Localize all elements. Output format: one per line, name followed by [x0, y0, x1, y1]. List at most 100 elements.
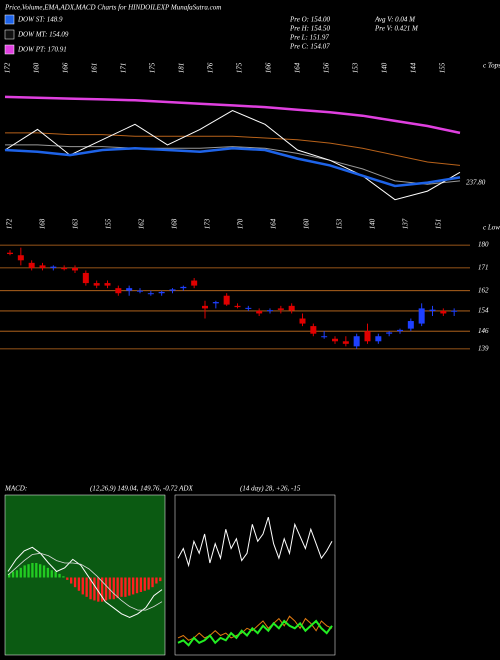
histogram-bar [135, 577, 139, 594]
series-line [177, 516, 333, 568]
info-text: Pre V: 0.421 M [374, 25, 419, 33]
y-tick-label: 180 [478, 241, 489, 249]
candle-body [147, 293, 154, 295]
histogram-bar [50, 570, 53, 578]
candle-body [137, 290, 143, 292]
candle-body [17, 255, 24, 261]
info-text: Pre C: 154.07 [289, 43, 330, 51]
histogram-bar [89, 577, 92, 600]
candle-body [353, 336, 360, 347]
low-label: 164 [270, 218, 278, 229]
histogram-bar [139, 577, 143, 592]
histogram-bar [151, 577, 154, 588]
top-label: 155 [439, 62, 447, 73]
legend-swatch [4, 44, 15, 55]
candle-body [386, 332, 393, 334]
adx-label: (14 day) 28, +26, -15 [240, 485, 301, 493]
candle-body [277, 308, 284, 310]
candle-body [451, 310, 458, 312]
histogram-bar [11, 571, 15, 578]
top-label: 153 [352, 62, 360, 73]
histogram-bar [155, 577, 158, 584]
low-label: 155 [105, 218, 113, 229]
lows-caption: c Lows [483, 224, 500, 232]
info-text: Pre L: 151.97 [289, 34, 329, 42]
candle-body [245, 307, 252, 309]
histogram-bar [27, 564, 30, 578]
y-tick-label: 171 [478, 264, 489, 272]
series-line [177, 619, 333, 647]
series-line [5, 144, 461, 185]
candle-body [256, 310, 263, 314]
top-label: 140 [381, 62, 389, 73]
histogram-bar [112, 577, 115, 600]
histogram-bar [143, 577, 146, 591]
histogram-bar [147, 577, 150, 590]
candle-body [126, 288, 133, 291]
info-text: Avg V: 0.04 M [374, 16, 416, 24]
tops-caption: c Tops [483, 62, 500, 70]
y-tick-label: 139 [478, 344, 489, 352]
series-line [4, 147, 461, 188]
candle-body [212, 302, 219, 304]
legend-swatch [4, 29, 15, 40]
histogram-bar [128, 577, 131, 596]
series-line [7, 546, 163, 618]
histogram-bar [77, 577, 81, 591]
top-label: 175 [236, 62, 244, 73]
legend-label: DOW ST: 148.9 [17, 16, 63, 24]
histogram-bar [31, 563, 34, 578]
info-text: Pre H: 154.50 [289, 25, 330, 33]
histogram-bar [54, 571, 57, 578]
top-label: 156 [323, 62, 331, 73]
legend-label: DOW MT: 154.09 [17, 31, 69, 39]
macd-title: MACD: [4, 485, 27, 493]
histogram-bar [85, 577, 88, 597]
low-label: 137 [402, 218, 410, 229]
page-title: Price,Volume,EMA,ADX,MACD Charts for HIN… [4, 4, 221, 12]
candle-body [202, 305, 208, 309]
histogram-bar [159, 577, 162, 582]
top-label: 171 [120, 63, 128, 74]
histogram-bar [108, 577, 112, 600]
histogram-bar [101, 577, 104, 602]
top-label: 175 [149, 62, 157, 73]
candle-body [440, 310, 447, 314]
candle-body [39, 265, 46, 268]
candle-body [429, 309, 436, 311]
histogram-bar [93, 577, 96, 601]
candle-body [158, 291, 165, 294]
low-label: 170 [237, 218, 245, 229]
low-label: 168 [39, 218, 47, 229]
candle-body [375, 336, 382, 342]
y-tick-label: 154 [478, 307, 489, 315]
top-label: 176 [207, 62, 215, 73]
histogram-bar [15, 570, 19, 578]
series-line [177, 615, 333, 641]
legend-label: DOW PT: 170.91 [17, 46, 67, 54]
candle-body [169, 289, 176, 291]
candle-body [180, 286, 187, 289]
legend-swatch [4, 14, 15, 25]
top-label: 172 [4, 62, 12, 73]
low-label: 162 [138, 218, 146, 229]
low-label: 160 [303, 218, 311, 229]
histogram-bar [81, 577, 84, 595]
top-label: 144 [410, 62, 418, 73]
candle-body [28, 262, 35, 268]
histogram-bar [42, 565, 46, 578]
candle-body [267, 310, 273, 312]
histogram-bar [120, 577, 123, 597]
candle-body [72, 267, 78, 271]
low-label: 151 [435, 219, 443, 230]
low-label: 172 [6, 218, 14, 229]
histogram-bar [19, 567, 22, 578]
series-line [7, 552, 163, 611]
candle-body [418, 308, 425, 324]
top-label: 161 [91, 63, 99, 74]
top-label: 181 [178, 63, 186, 74]
candle-body [364, 331, 371, 342]
candle-body [321, 336, 328, 338]
top-label: 164 [294, 62, 302, 73]
histogram-bar [132, 577, 135, 595]
